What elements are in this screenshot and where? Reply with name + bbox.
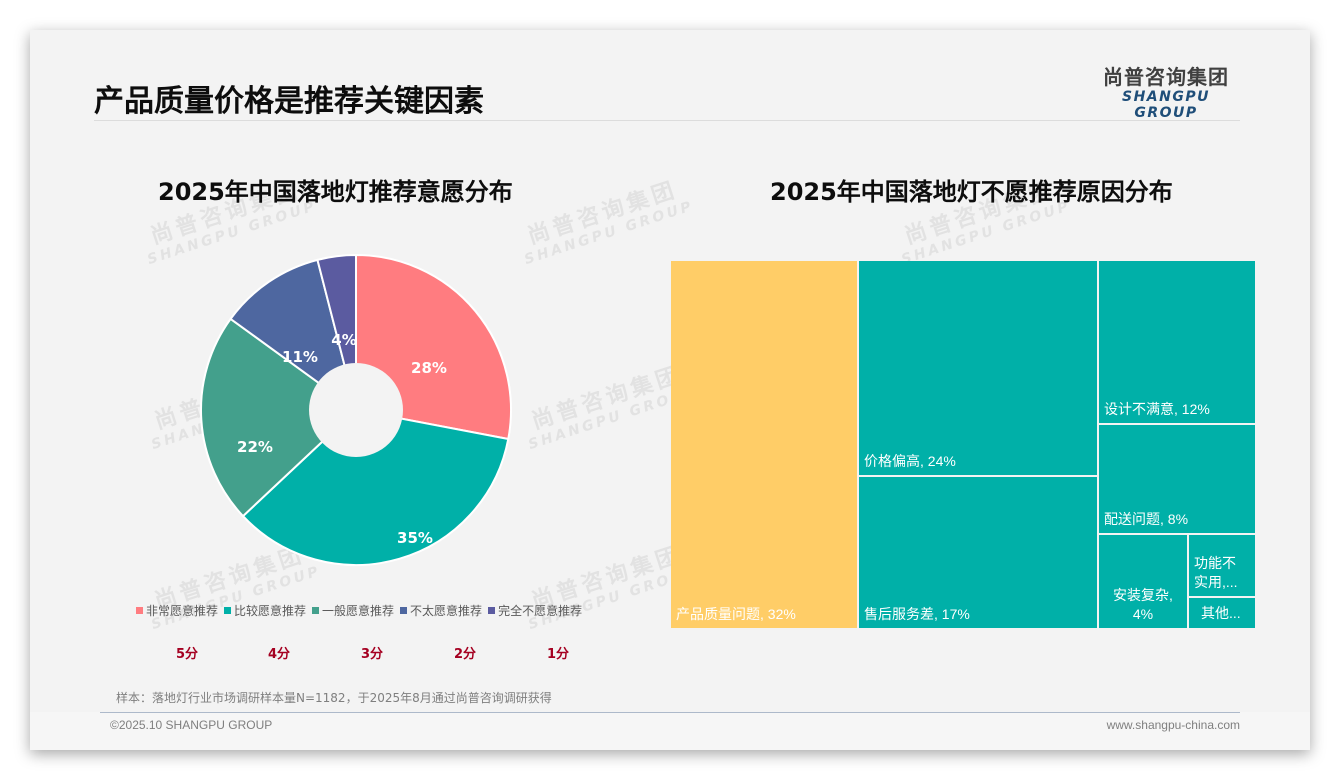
score-label: 2分 [453,647,477,662]
footer-divider [100,712,1240,713]
legend-item: 完全不愿意推荐 [488,602,582,619]
logo-cn-text: 尚普咨询集团 [1103,65,1229,89]
treemap-tile-quality: 产品质量问题, 32% [671,261,857,628]
slice-label: 35% [397,529,433,547]
watermark: 尚普咨询集团 SHANGPU GROUP [522,177,696,269]
legend-item: 比较愿意推荐 [224,602,306,619]
donut-hole [309,363,403,457]
treemap-tile-installation: 安装复杂, 4% [1099,535,1187,628]
legend-item: 一般愿意推荐 [312,602,394,619]
donut-slice [241,408,510,566]
treemap-tile-delivery: 配送问题, 8% [1099,425,1255,533]
title-divider [94,120,1240,121]
website-link[interactable]: www.shangpu-china.com [1106,718,1240,732]
treemap-tile-price: 价格偏高, 24% [859,261,1097,475]
score-label: 1分 [546,647,570,662]
score-label: 5分 [175,647,199,662]
legend-swatch-icon [488,607,496,614]
legend-swatch-icon [312,607,320,614]
treemap-tile-function: 功能不 实用,... [1189,535,1255,596]
source-note: 样本：落地灯行业市场调研样本量N=1182，于2025年8月通过尚普咨询调研获得 [116,691,552,705]
copyright-text: ©2025.10 SHANGPU GROUP [110,718,273,732]
legend-swatch-icon [224,607,232,614]
donut-chart: 28% 35% 22% 11% 4% [196,250,516,570]
slice-label: 11% [282,348,318,366]
page-title: 产品质量价格是推荐关键因素 [94,84,484,119]
slice-label: 4% [331,331,357,349]
left-chart-title: 2025年中国落地灯推荐意愿分布 [158,178,513,206]
donut-slice [200,317,358,518]
legend-item: 不太愿意推荐 [400,602,482,619]
legend-item: 非常愿意推荐 [136,602,218,619]
score-label: 4分 [267,647,291,662]
treemap-chart: 产品质量问题, 32% 价格偏高, 24% 售后服务差, 17% 设计不满意, … [671,261,1255,628]
footer-band [30,712,1310,750]
slice-label: 22% [237,438,273,456]
score-label: 3分 [360,647,384,662]
right-chart-title: 2025年中国落地灯不愿推荐原因分布 [770,178,1173,206]
company-logo: 尚普咨询集团 SHANGPU GROUP [1088,65,1244,121]
treemap-tile-other: 其他... [1189,598,1255,628]
donut-chart-svg [200,253,512,566]
treemap-tile-design: 设计不满意, 12% [1099,261,1255,423]
donut-slice [229,258,358,413]
chart-legend: 非常愿意推荐 比较愿意推荐 一般愿意推荐 不太愿意推荐 完全不愿意推荐 [136,602,582,619]
legend-swatch-icon [136,607,143,614]
treemap-tile-service: 售后服务差, 17% [859,477,1097,628]
slice-label: 28% [411,359,447,377]
logo-en-text: SHANGPU GROUP [1122,89,1210,121]
slide: 产品质量价格是推荐关键因素 尚普咨询集团 SHANGPU GROUP 尚普咨询集… [30,30,1310,750]
legend-swatch-icon [400,607,408,614]
